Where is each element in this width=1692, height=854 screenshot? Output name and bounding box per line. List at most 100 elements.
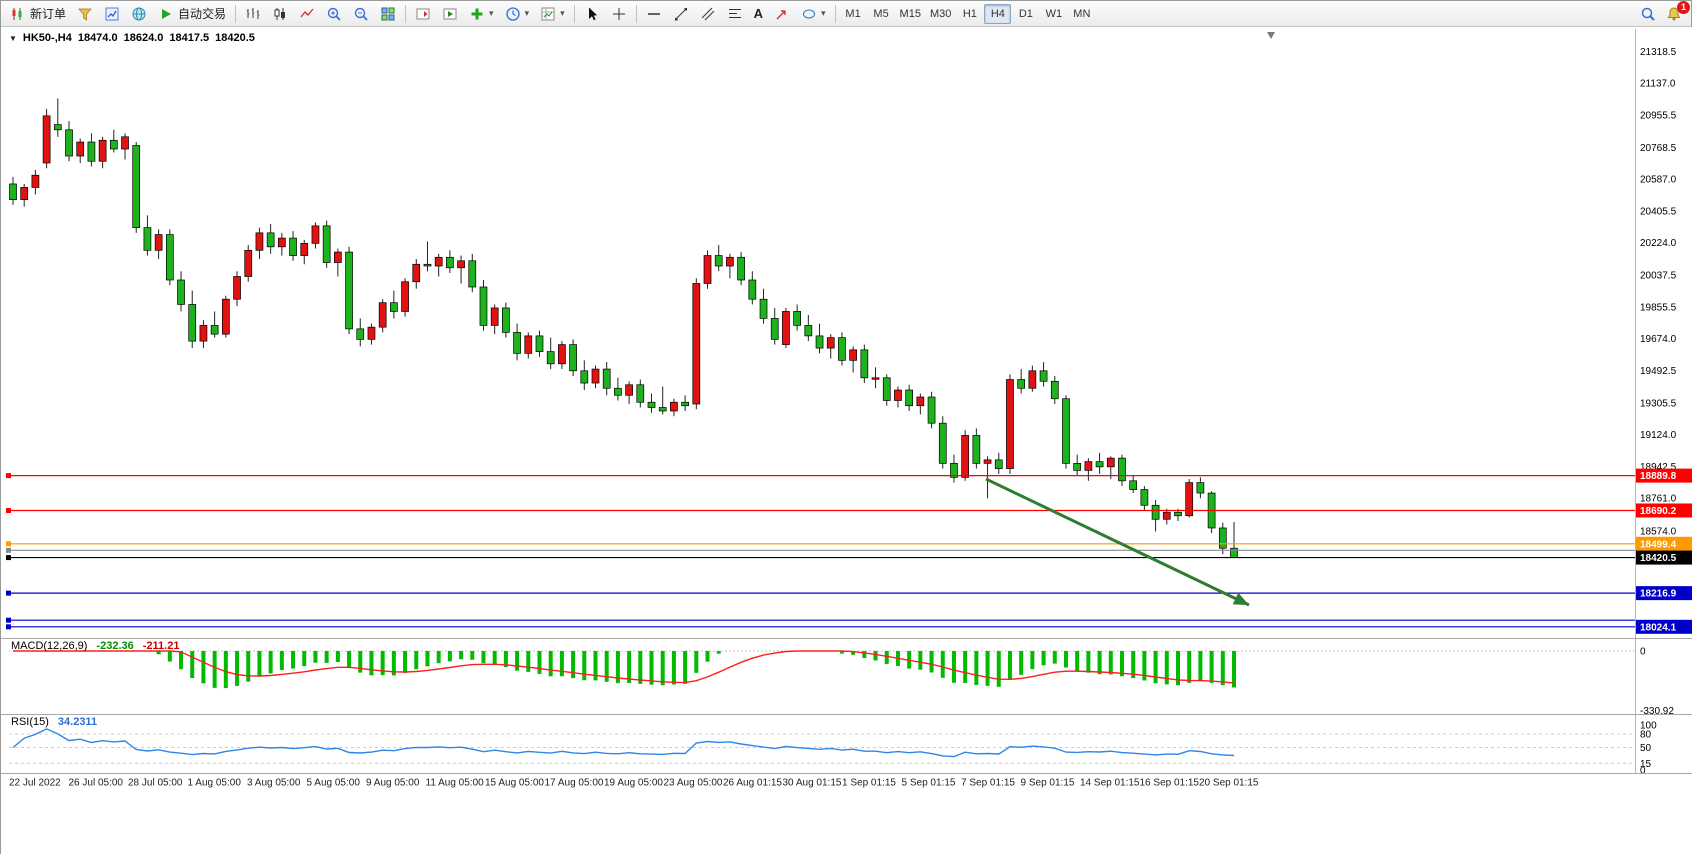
auto-scroll-button[interactable] [437,3,463,25]
zoom-out-button[interactable] [348,3,374,25]
date-axis-label: 26 Jul 05:00 [69,778,124,789]
autotrading-play-icon [162,8,172,19]
collapse-panel-icon[interactable]: ▼ [9,33,17,43]
arrows-tool-button[interactable] [769,3,795,25]
candle-up [894,389,902,401]
timeframe-mn-button[interactable]: MN [1068,4,1095,24]
trendline-button[interactable] [668,3,694,25]
timeframe-h4-button[interactable]: H4 [984,3,1012,24]
chart-line-button[interactable] [294,3,320,25]
candle-down [468,260,477,288]
candle-up [1084,461,1093,471]
timeframe-w1-button[interactable]: W1 [1040,4,1067,24]
macd-axis-label: -330.92 [1640,706,1674,717]
date-axis-label: 15 Aug 05:00 [485,778,544,789]
candle-up [849,349,857,361]
periods-button[interactable]: ▾ [500,3,535,25]
crosshair-icon [612,7,625,20]
tile-windows-button[interactable] [375,3,401,25]
crosshair-button[interactable] [606,3,632,25]
cursor-button[interactable] [579,3,605,25]
market-watch-button[interactable] [72,3,98,25]
candle-up [961,435,970,478]
zoom-in-button[interactable] [321,3,347,25]
price-axis-label: 18942.5 [1640,462,1677,473]
search-button[interactable] [1635,3,1661,25]
timeframe-m15-button[interactable]: M15 [896,4,925,24]
timeframe-d1-button[interactable]: D1 [1012,4,1039,24]
candle-down [87,141,96,162]
price-axis-label: 19305.5 [1640,399,1677,410]
new-order-button[interactable]: 新订单 [5,3,71,25]
chart-candles-button[interactable] [267,3,293,25]
trendline-icon [674,7,687,20]
candle-up [782,311,790,345]
candle-up [558,344,566,365]
text-tool-label: A [753,6,764,21]
rsi-axis-label: 100 [1640,721,1657,732]
candle-down [580,370,589,384]
candle-down [9,183,17,201]
candle-down [614,387,622,396]
candle-down [927,396,936,424]
price-tag [1636,468,1692,483]
candle-down [938,422,947,464]
candle-up [300,242,309,256]
horizontal-line-button[interactable] [641,3,667,25]
date-axis-label: 16 Sep 01:15 [1140,778,1200,789]
chart-shift-button[interactable] [410,3,436,25]
price-tag-label: 18420.5 [1640,553,1677,564]
timeframe-m30-button[interactable]: M30 [926,4,955,24]
candle-down [1073,463,1082,471]
date-axis-label: 30 Aug 01:15 [783,778,842,789]
price-tag [1636,586,1692,601]
rsi-axis-label: 50 [1640,743,1652,754]
fibonacci-button[interactable] [722,3,748,25]
candle-down [1140,489,1149,506]
candle-down [770,318,779,340]
candle-up [31,174,40,188]
chart-bars-button[interactable] [240,3,266,25]
candle-up [255,232,264,251]
line-anchor [6,507,11,513]
timeframe-m1-button[interactable]: M1 [840,4,867,24]
candle-down [636,384,645,403]
shapes-dropdown-button[interactable]: ▾ [796,3,831,25]
candle-up [703,255,712,284]
candle-down [1129,480,1138,490]
chart-shift-marker[interactable] [1267,32,1275,39]
candle-down [905,389,913,407]
timeframe-h1-button[interactable]: H1 [956,4,983,24]
candle-down [569,344,577,372]
quote-close: 18420.5 [215,32,255,44]
candle-up [221,298,230,335]
macd-signal-value: -211.21 [142,640,180,652]
channel-button[interactable] [695,3,721,25]
macd-axis-label: 0 [1640,647,1646,658]
candle-down [1017,379,1026,389]
price-tag [1636,550,1692,565]
candle-down [513,332,521,354]
new-order-label: 新订单 [30,7,67,21]
candle-down [210,325,219,335]
equidistant-channel-icon [701,7,714,20]
autotrading-button[interactable]: 自动交易 [153,3,231,25]
text-tool-button[interactable]: A [749,3,768,25]
line-anchor [6,541,11,547]
candle-down [423,263,432,267]
price-axis-label: 19492.5 [1640,366,1677,377]
indicators-button[interactable]: ▾ [464,3,499,25]
templates-button[interactable]: ▾ [535,3,570,25]
chart-canvas[interactable]: 21318.5 21137.0 20955.5 20768.5 20587.0 20405… [1,27,1692,854]
navigator-button[interactable] [126,3,152,25]
timeframe-m5-button[interactable]: M5 [868,4,895,24]
alerts-button[interactable]: 1 [1661,0,1690,25]
candle-up [826,337,835,349]
date-axis-label: 14 Sep 01:15 [1080,778,1140,789]
arrow-tool-icon [776,9,786,19]
trend-arrow[interactable] [985,477,1250,607]
rsi-axis-label: 15 [1640,759,1652,770]
data-window-button[interactable] [99,3,125,25]
date-axis-label: 19 Aug 05:00 [604,778,663,789]
date-axis-label: 1 Aug 05:00 [188,778,242,789]
